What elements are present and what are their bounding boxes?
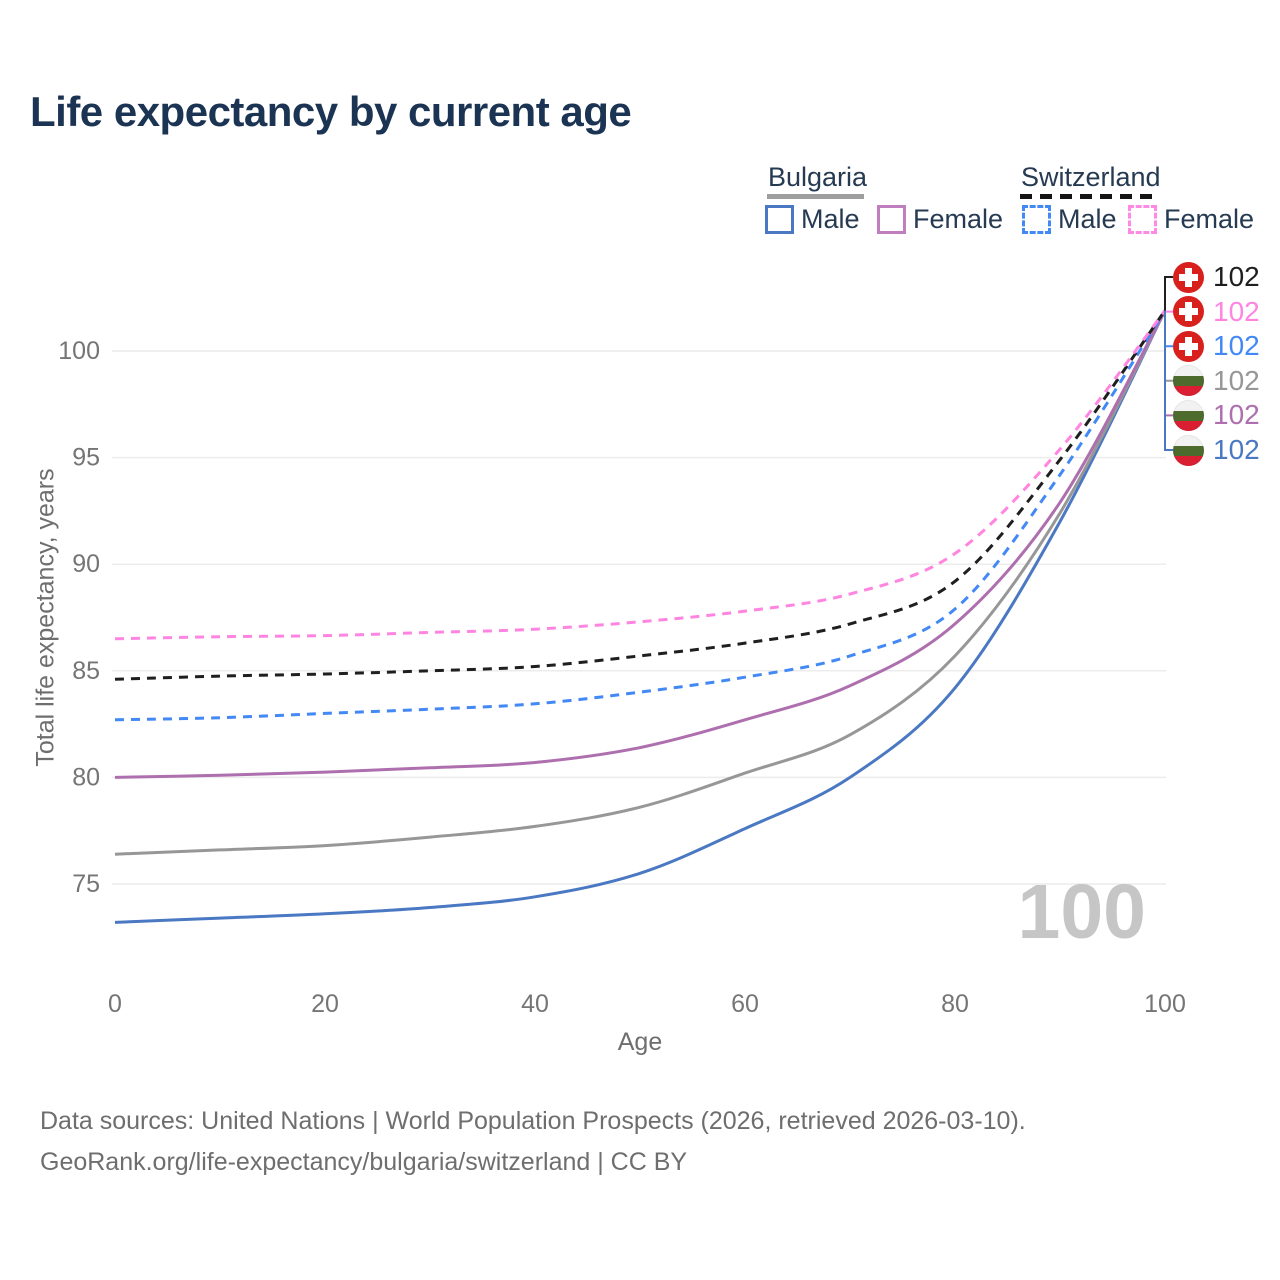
end-label-value: 102: [1213, 434, 1260, 465]
bulgaria-flag-icon: [1173, 365, 1204, 397]
legend-item-bulgaria-female[interactable]: Female: [877, 205, 1003, 234]
series-line-bulgaria-total[interactable]: [114, 309, 1167, 856]
legend-group-bulgaria-title: Bulgaria: [768, 162, 868, 192]
legend-item-label: Female: [913, 204, 1004, 234]
bulgaria-female-swatch-icon: [877, 205, 906, 234]
series-end-label-bulgaria-total: 102: [1173, 365, 1260, 397]
end-label-connector: [1164, 310, 1173, 313]
legend-item-bulgaria-male[interactable]: Male: [765, 205, 860, 234]
bulgaria-flag-icon: [1173, 434, 1204, 466]
y-tick-label: 85: [72, 657, 100, 685]
end-label-connector: [1164, 310, 1173, 348]
series-end-label-switzerland-female: 102: [1173, 296, 1260, 328]
series-line-switzerland-female[interactable]: [114, 309, 1167, 641]
end-label-value: 102: [1213, 364, 1260, 396]
series-end-label-switzerland-total: 102: [1173, 261, 1260, 293]
y-tick-label: 90: [72, 550, 100, 578]
series-end-label-bulgaria-male: 102: [1173, 434, 1260, 466]
y-tick-label: 100: [58, 337, 100, 365]
x-axis-title: Age: [617, 1028, 663, 1056]
end-label-value: 102: [1213, 261, 1260, 292]
legend-item-switzerland-male[interactable]: Male: [1022, 205, 1117, 234]
series-line-bulgaria-female[interactable]: [114, 309, 1167, 779]
highlighted-age-watermark: 100: [1017, 869, 1146, 955]
data-sources-note: Data sources: United Nations | World Pop…: [40, 1107, 1026, 1135]
y-axis-title: Total life expectancy, years: [31, 468, 60, 767]
series-line-switzerland-male[interactable]: [114, 309, 1167, 722]
series-line-switzerland-total[interactable]: [114, 309, 1167, 681]
end-label-value: 102: [1213, 399, 1260, 431]
series-end-label-switzerland-male: 102: [1173, 330, 1260, 362]
y-tick-label: 80: [72, 763, 100, 791]
x-tick-label: 20: [311, 990, 339, 1018]
legend-item-label: Male: [1058, 204, 1117, 234]
x-tick-label: 0: [108, 990, 122, 1018]
attribution-note: GeoRank.org/life-expectancy/bulgaria/swi…: [40, 1148, 688, 1176]
x-tick-label: 60: [731, 990, 759, 1018]
end-label-value: 102: [1213, 295, 1260, 327]
switzerland-flag-icon: [1173, 330, 1204, 362]
series-line-bulgaria-male[interactable]: [114, 309, 1167, 924]
x-tick-label: 40: [521, 990, 549, 1018]
legend-item-switzerland-female[interactable]: Female: [1128, 205, 1254, 234]
y-tick-label: 75: [72, 870, 100, 898]
switzerland-male-swatch-icon: [1022, 205, 1051, 234]
legend-item-label: Male: [801, 204, 860, 234]
end-label-connector: [1164, 310, 1173, 451]
series-end-label-bulgaria-female: 102: [1173, 399, 1260, 431]
x-tick-label: 80: [941, 990, 969, 1018]
legend-bulgaria-line-sample: [767, 194, 864, 199]
legend-group-switzerland-title: Switzerland: [1021, 162, 1161, 192]
switzerland-female-swatch-icon: [1128, 205, 1157, 234]
chart-title: Life expectancy by current age: [30, 88, 632, 135]
end-label-value: 102: [1213, 330, 1260, 362]
legend-switzerland-line-sample: [1020, 194, 1158, 199]
switzerland-flag-icon: [1173, 261, 1204, 293]
x-tick-label: 100: [1144, 990, 1186, 1018]
end-label-connector: [1164, 310, 1173, 417]
y-tick-label: 95: [72, 444, 100, 472]
end-label-connector: [1164, 276, 1173, 311]
legend-item-label: Female: [1164, 204, 1255, 234]
bulgaria-flag-icon: [1173, 399, 1204, 431]
bulgaria-male-swatch-icon: [765, 205, 794, 234]
switzerland-flag-icon: [1173, 296, 1204, 328]
